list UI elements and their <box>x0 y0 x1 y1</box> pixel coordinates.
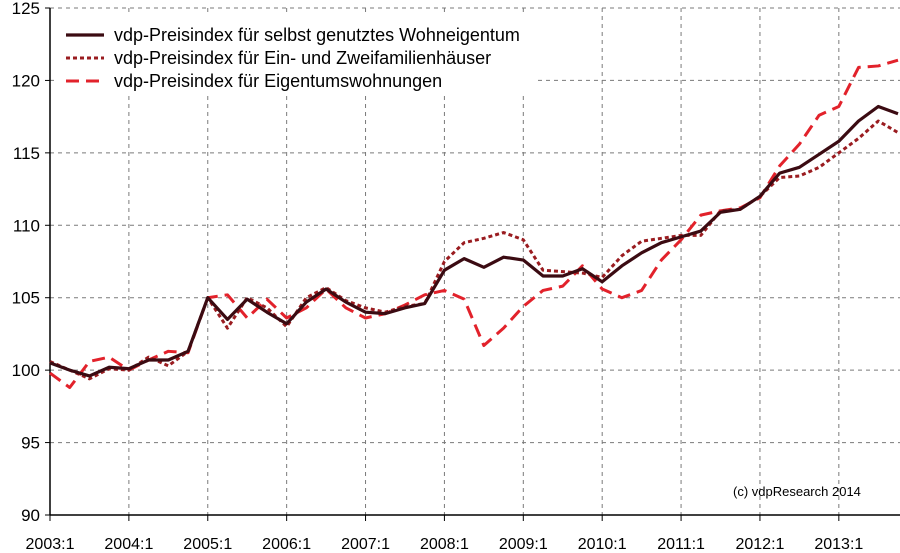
xtick-label-2003-1: 2003:1 <box>26 536 75 553</box>
series-lines <box>49 58 899 390</box>
xtick-label-2004-1: 2004:1 <box>104 536 153 553</box>
axes: 90 95 100 105 110 115 120 125 2003:1 2004:1 2005:1… <box>12 0 900 553</box>
legend-box <box>56 16 538 96</box>
xtick-label-2009-1: 2009:1 <box>499 536 548 553</box>
legend-label-2: vdp-Preisindex für Ein- und Zweifamilien… <box>114 48 491 68</box>
ytick-label-105: 105 <box>12 289 40 308</box>
xtick-label-2008-1: 2008:1 <box>420 536 469 553</box>
copyright-annotation: (c) vdpResearch 2014 <box>733 484 861 499</box>
legend: vdp-Preisindex für selbst genutztes Wohn… <box>56 16 538 96</box>
ytick-label-115: 115 <box>13 144 40 163</box>
xtick-label-2007-1: 2007:1 <box>341 536 390 553</box>
xtick-label-2011-1: 2011:1 <box>657 536 705 553</box>
series-line-1 <box>49 104 899 378</box>
ytick-label-110: 110 <box>13 216 40 235</box>
xtick-label-2012-1: 2012:1 <box>735 536 784 553</box>
ytick-label-125: 125 <box>12 0 40 18</box>
ytick-label-95: 95 <box>21 434 40 453</box>
ytick-label-90: 90 <box>21 506 40 525</box>
xtick-label-2005-1: 2005:1 <box>183 536 232 553</box>
xtick-label-2010-1: 2010:1 <box>578 536 627 553</box>
xtick-label-2013-1: 2013:1 <box>814 536 863 553</box>
legend-label-1: vdp-Preisindex für selbst genutztes Wohn… <box>114 25 520 45</box>
ytick-label-120: 120 <box>12 71 40 90</box>
ytick-label-100: 100 <box>12 361 40 380</box>
xtick-label-2006-1: 2006:1 <box>262 536 311 553</box>
legend-label-3: vdp-Preisindex für Eigentumswohnungen <box>114 71 442 91</box>
